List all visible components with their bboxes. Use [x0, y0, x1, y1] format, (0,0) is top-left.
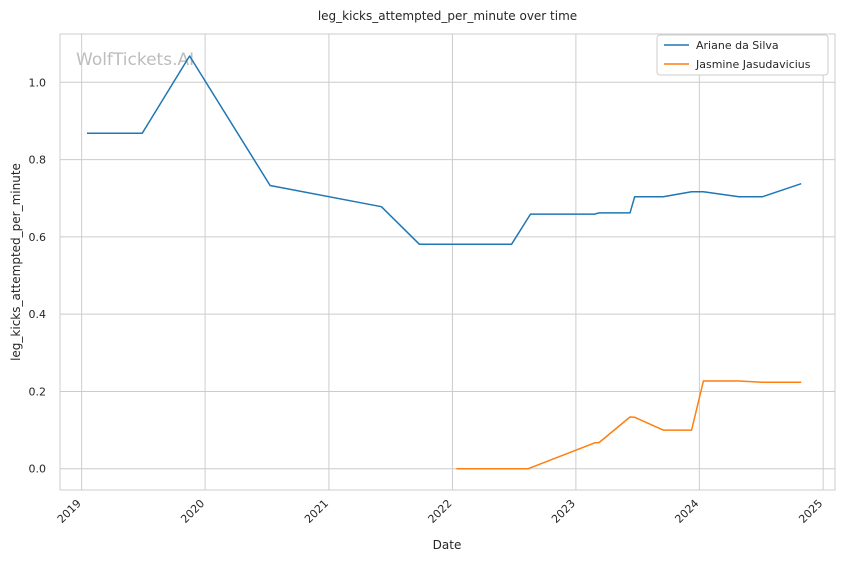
legend-box — [656, 34, 829, 76]
legend-label-ariane: Ariane da Silva — [696, 39, 779, 52]
grid-lines — [60, 34, 835, 490]
y-axis-title: leg_kicks_attempted_per_minute — [9, 163, 23, 361]
series-line-jasmine-jasudavicius — [456, 380, 802, 470]
y-tick-label: 0.6 — [29, 231, 47, 244]
plot-area-frame — [59, 33, 836, 491]
x-axis-title: Date — [433, 538, 462, 552]
legend: Ariane da Silva Jasmine Jasudavicius — [656, 34, 829, 76]
y-tick-label: 0.2 — [29, 385, 47, 398]
y-axis-ticks: 0.0 0.2 0.4 0.6 0.8 1.0 — [29, 76, 47, 475]
y-tick-label: 1.0 — [29, 76, 47, 89]
chart-title: leg_kicks_attempted_per_minute over time — [318, 9, 577, 23]
watermark-text: WolfTickets.AI — [76, 50, 194, 70]
series-lines — [86, 55, 802, 470]
legend-label-jasmine: Jasmine Jasudavicius — [695, 58, 811, 71]
y-tick-label: 0.0 — [29, 463, 47, 476]
y-tick-label: 0.8 — [29, 154, 47, 167]
series-line-ariane-da-silva — [86, 55, 802, 245]
y-tick-label: 0.4 — [29, 308, 47, 321]
